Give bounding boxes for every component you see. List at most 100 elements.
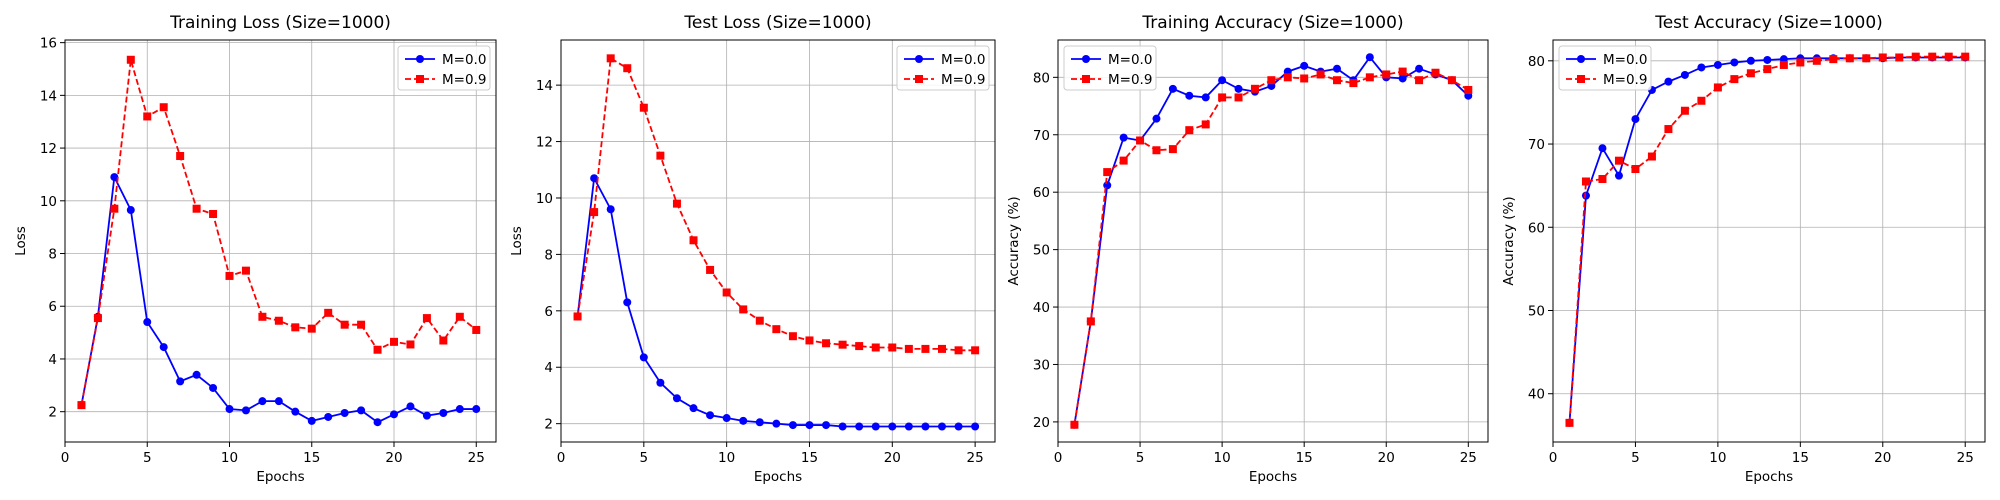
data-point bbox=[971, 346, 980, 355]
data-point bbox=[656, 151, 665, 160]
legend: M=0.0 M=0.9 bbox=[1558, 45, 1652, 91]
data-point bbox=[1829, 55, 1838, 64]
data-point bbox=[390, 337, 399, 346]
data-point bbox=[1614, 156, 1623, 165]
data-point bbox=[1812, 56, 1821, 65]
chart-title: Training Loss (Size=1000) bbox=[169, 13, 391, 33]
data-point bbox=[406, 340, 415, 349]
x-tick-label: 15 bbox=[801, 450, 818, 466]
data-point bbox=[838, 422, 847, 431]
data-point bbox=[855, 422, 864, 431]
data-point bbox=[805, 336, 814, 345]
data-point bbox=[689, 236, 698, 245]
data-point bbox=[971, 422, 980, 431]
data-point bbox=[77, 401, 86, 410]
data-point bbox=[324, 308, 333, 317]
y-tick-label: 2 bbox=[544, 417, 553, 433]
legend-entry: M=0.0 bbox=[1108, 52, 1152, 68]
data-point bbox=[1895, 53, 1904, 62]
legend-entry: M=0.9 bbox=[1108, 72, 1152, 88]
data-point bbox=[1168, 145, 1177, 154]
chart-panel-3: 0 5 10 15 20 25 20 30 40 50 60 70 80 Training Accurac… bbox=[1006, 13, 1489, 485]
data-point bbox=[1680, 70, 1689, 79]
y-tick-label: 50 bbox=[1033, 243, 1050, 259]
data-point bbox=[1250, 84, 1259, 93]
data-point bbox=[241, 406, 250, 415]
data-point bbox=[373, 345, 382, 354]
data-point bbox=[755, 316, 764, 325]
legend: M=0.0 M=0.9 bbox=[896, 45, 990, 91]
data-point bbox=[822, 339, 831, 348]
data-point bbox=[1267, 76, 1276, 85]
x-tick-label: 25 bbox=[967, 450, 984, 466]
y-tick-label: 50 bbox=[1528, 303, 1545, 319]
data-point bbox=[639, 103, 648, 112]
data-point bbox=[126, 206, 135, 215]
data-point bbox=[672, 199, 681, 208]
data-point bbox=[904, 344, 913, 353]
y-tick-label: 6 bbox=[48, 299, 57, 315]
x-tick-label: 25 bbox=[1460, 450, 1477, 466]
legend-marker bbox=[416, 75, 424, 83]
data-point bbox=[110, 173, 119, 182]
data-point bbox=[921, 344, 930, 353]
series-M=0.0 bbox=[1070, 53, 1473, 429]
legend-marker bbox=[416, 55, 424, 63]
x-tick-label: 5 bbox=[1631, 450, 1640, 466]
series-M=0.0 bbox=[1565, 53, 1970, 427]
series-line bbox=[1568, 55, 1966, 423]
data-point bbox=[1234, 93, 1243, 102]
data-point bbox=[1333, 64, 1342, 73]
data-point bbox=[888, 422, 897, 431]
data-point bbox=[1333, 76, 1342, 85]
data-point bbox=[225, 405, 234, 414]
chart-panel-2: 0 5 10 15 20 25 2 4 6 8 10 12 14 Test Loss (Size=1000… bbox=[509, 13, 996, 485]
data-point bbox=[1185, 126, 1194, 135]
x-axis-label: Epochs bbox=[1249, 469, 1297, 485]
data-point bbox=[455, 312, 464, 321]
x-tick-label: 10 bbox=[221, 450, 238, 466]
y-tick-label: 8 bbox=[544, 247, 553, 263]
data-point bbox=[1185, 91, 1194, 100]
data-point bbox=[340, 409, 349, 418]
data-point bbox=[192, 204, 201, 213]
data-point bbox=[1598, 174, 1607, 183]
data-point bbox=[225, 271, 234, 280]
legend-marker bbox=[915, 75, 923, 83]
chart-title: Test Loss (Size=1000) bbox=[683, 13, 871, 33]
series-M=0.0 bbox=[573, 174, 980, 431]
data-point bbox=[573, 312, 582, 321]
data-point bbox=[954, 422, 963, 431]
data-point bbox=[838, 340, 847, 349]
data-point bbox=[788, 421, 797, 430]
data-point bbox=[1431, 68, 1440, 77]
data-point bbox=[937, 422, 946, 431]
data-point bbox=[788, 332, 797, 341]
series-line bbox=[80, 173, 477, 424]
chart-panel-1: 0 5 10 15 20 25 2 4 6 8 10 12 14 16 Training Loss (Siz… bbox=[13, 13, 497, 485]
data-point bbox=[1796, 58, 1805, 67]
data-point bbox=[623, 298, 632, 307]
data-point bbox=[672, 394, 681, 403]
data-point bbox=[192, 370, 201, 379]
data-point bbox=[1086, 317, 1095, 326]
data-point bbox=[176, 151, 185, 160]
data-point bbox=[324, 412, 333, 421]
data-point bbox=[904, 422, 913, 431]
data-point bbox=[888, 343, 897, 352]
data-point bbox=[1911, 52, 1920, 61]
data-point bbox=[209, 209, 218, 218]
data-point bbox=[406, 402, 415, 411]
data-point bbox=[176, 377, 185, 386]
data-point bbox=[1234, 84, 1243, 93]
data-point bbox=[590, 208, 599, 217]
data-point bbox=[1152, 146, 1161, 155]
legend-marker bbox=[1082, 55, 1090, 63]
y-tick-label: 14 bbox=[40, 88, 57, 104]
data-point bbox=[822, 421, 831, 430]
x-tick-label: 10 bbox=[1214, 450, 1231, 466]
y-tick-label: 4 bbox=[544, 360, 553, 376]
data-point bbox=[1382, 70, 1391, 79]
x-tick-label: 5 bbox=[1136, 450, 1145, 466]
y-tick-label: 60 bbox=[1528, 220, 1545, 236]
